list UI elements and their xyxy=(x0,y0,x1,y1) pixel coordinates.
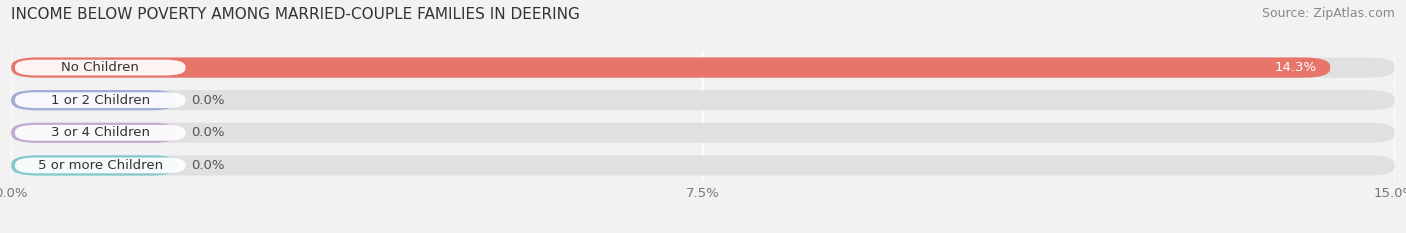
Text: 0.0%: 0.0% xyxy=(191,159,225,172)
FancyBboxPatch shape xyxy=(11,123,1395,143)
FancyBboxPatch shape xyxy=(11,90,1395,110)
FancyBboxPatch shape xyxy=(15,60,186,75)
FancyBboxPatch shape xyxy=(15,158,186,173)
Text: 3 or 4 Children: 3 or 4 Children xyxy=(51,126,150,139)
Text: No Children: No Children xyxy=(62,61,139,74)
FancyBboxPatch shape xyxy=(11,58,1330,78)
FancyBboxPatch shape xyxy=(11,155,177,175)
FancyBboxPatch shape xyxy=(15,125,186,141)
FancyBboxPatch shape xyxy=(15,92,186,108)
Text: 5 or more Children: 5 or more Children xyxy=(38,159,163,172)
Text: 0.0%: 0.0% xyxy=(191,94,225,107)
Text: 14.3%: 14.3% xyxy=(1274,61,1316,74)
Text: Source: ZipAtlas.com: Source: ZipAtlas.com xyxy=(1261,7,1395,20)
FancyBboxPatch shape xyxy=(11,90,177,110)
Text: INCOME BELOW POVERTY AMONG MARRIED-COUPLE FAMILIES IN DEERING: INCOME BELOW POVERTY AMONG MARRIED-COUPL… xyxy=(11,7,581,22)
Text: 0.0%: 0.0% xyxy=(191,126,225,139)
Text: 1 or 2 Children: 1 or 2 Children xyxy=(51,94,150,107)
FancyBboxPatch shape xyxy=(11,58,1395,78)
FancyBboxPatch shape xyxy=(11,155,1395,175)
FancyBboxPatch shape xyxy=(11,123,177,143)
